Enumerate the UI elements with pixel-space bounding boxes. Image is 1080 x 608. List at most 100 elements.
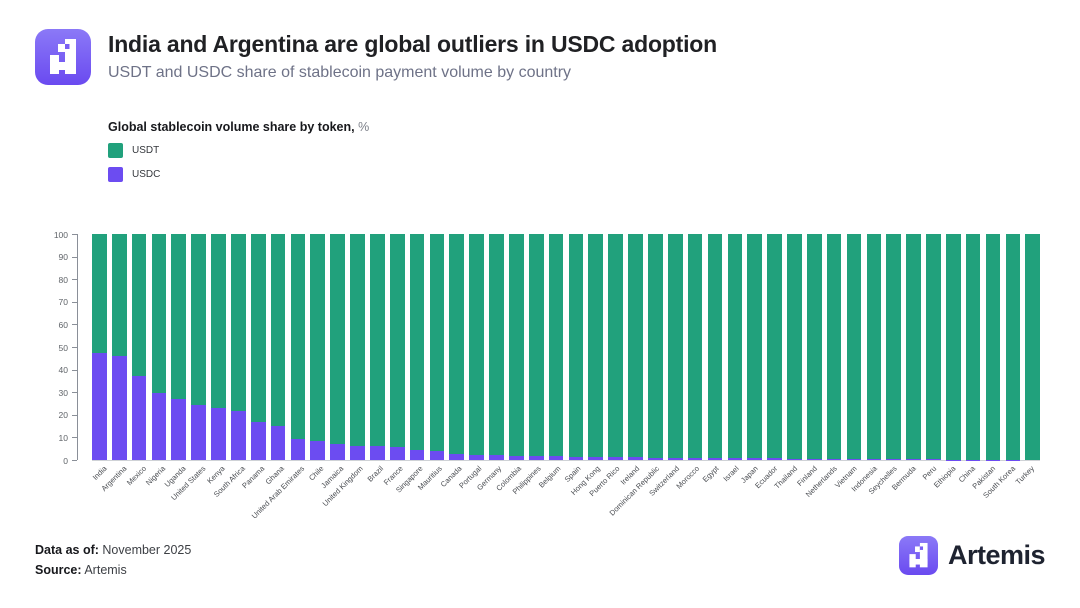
y-tick-label: 10 bbox=[58, 432, 68, 443]
usdc-segment bbox=[648, 457, 663, 460]
y-tick-label: 80 bbox=[58, 274, 68, 285]
bar-uganda bbox=[171, 234, 187, 460]
usdt-segment bbox=[469, 234, 484, 456]
usdt-segment bbox=[687, 234, 703, 458]
usdt-segment bbox=[806, 234, 822, 459]
usdc-segment bbox=[568, 456, 584, 460]
usdc-segment bbox=[926, 459, 941, 460]
usdt-segment bbox=[429, 234, 445, 451]
source-value: Artemis bbox=[84, 563, 127, 577]
bar-turkey bbox=[1025, 234, 1041, 460]
legend-label: USDC bbox=[132, 169, 161, 180]
usdt-segment bbox=[568, 234, 584, 457]
usdc-segment bbox=[588, 456, 604, 460]
usdc-segment bbox=[429, 450, 445, 460]
bar-pakistan bbox=[985, 234, 1001, 460]
usdt-segment bbox=[509, 234, 524, 456]
usdc-segment bbox=[608, 457, 624, 460]
bar-japan bbox=[747, 234, 763, 460]
y-tick-label: 40 bbox=[58, 365, 68, 376]
y-tick-label: 30 bbox=[58, 387, 68, 398]
usdc-segment bbox=[667, 457, 683, 460]
legend-item-usdc: USDC bbox=[108, 167, 369, 182]
bar-chile bbox=[310, 234, 326, 460]
bar-kenya bbox=[211, 234, 226, 460]
source-label: Source: bbox=[35, 563, 82, 577]
usdc-segment bbox=[846, 458, 862, 460]
legend-label: USDT bbox=[132, 145, 160, 156]
x-axis-labels: India Argentina Mexico Nigeria Uganda United … bbox=[90, 460, 1040, 520]
bar-germany bbox=[489, 234, 504, 460]
usdt-segment bbox=[846, 234, 862, 459]
usdc-segment bbox=[370, 446, 385, 460]
usdc-segment bbox=[191, 404, 206, 460]
y-tick-mark bbox=[72, 279, 77, 281]
plot-area bbox=[92, 234, 1041, 461]
bar-south-africa bbox=[231, 234, 246, 460]
usdt-segment bbox=[727, 234, 743, 459]
usdc-segment bbox=[548, 456, 564, 460]
data-as-of-value: November 2025 bbox=[102, 543, 192, 557]
usdt-segment bbox=[131, 234, 147, 377]
bar-vietnam bbox=[846, 234, 862, 460]
y-tick-mark bbox=[72, 460, 77, 461]
usdc-segment bbox=[92, 352, 107, 460]
usdt-segment bbox=[667, 234, 683, 458]
bar-canada bbox=[449, 234, 465, 460]
data-as-of: Data as of: November 2025 bbox=[35, 540, 191, 560]
artemis-logo-icon bbox=[35, 29, 91, 85]
bar-indonesia bbox=[866, 234, 882, 460]
usdc-segment bbox=[787, 458, 802, 460]
usdt-segment bbox=[707, 234, 723, 458]
usdc-segment bbox=[906, 459, 921, 460]
x-tick-label: Mexico bbox=[124, 464, 148, 488]
usdt-segment bbox=[1025, 234, 1041, 460]
bar-ghana bbox=[270, 234, 286, 460]
footnote: Data as of: November 2025 Source: Artemi… bbox=[35, 540, 191, 580]
usdt-segment bbox=[250, 234, 266, 422]
y-tick-label: 60 bbox=[58, 319, 68, 330]
usdt-segment bbox=[1005, 234, 1021, 460]
usdt-segment bbox=[92, 234, 107, 353]
bar-united-kingdom bbox=[350, 234, 365, 460]
y-tick-label: 90 bbox=[58, 252, 68, 263]
usdc-segment bbox=[528, 456, 544, 460]
bar-ireland bbox=[628, 234, 643, 460]
y-tick-mark bbox=[72, 301, 77, 303]
usdt-segment bbox=[151, 234, 167, 394]
x-tick-label: Egypt bbox=[700, 464, 721, 484]
usdt-segment bbox=[588, 234, 604, 457]
y-tick-label: 70 bbox=[58, 297, 68, 308]
usdc-segment bbox=[409, 449, 425, 460]
bar-dominican-republic bbox=[648, 234, 663, 460]
usdt-segment bbox=[350, 234, 365, 446]
usdc-segment bbox=[866, 459, 882, 460]
bar-south-korea bbox=[1005, 234, 1021, 460]
data-as-of-label: Data as of: bbox=[35, 543, 99, 557]
usdc-segment bbox=[469, 455, 484, 460]
usdt-segment bbox=[866, 234, 882, 460]
bar-china bbox=[965, 234, 981, 460]
page-subtitle: USDT and USDC share of stablecoin paymen… bbox=[108, 64, 572, 81]
usdc-segment bbox=[489, 455, 504, 460]
usdt-segment bbox=[310, 234, 326, 441]
y-tick-mark bbox=[72, 234, 77, 235]
bar-united-arab-emirates bbox=[290, 234, 306, 460]
usdt-segment bbox=[370, 234, 385, 447]
usdt-segment bbox=[826, 234, 842, 459]
usdc-segment bbox=[111, 356, 127, 460]
usdt-segment bbox=[965, 234, 981, 460]
usdc-segment bbox=[747, 458, 763, 460]
usdt-segment bbox=[171, 234, 187, 399]
source: Source: Artemis bbox=[35, 560, 191, 580]
bar-jamaica bbox=[330, 234, 345, 460]
usdt-segment bbox=[548, 234, 564, 457]
y-tick-label: 100 bbox=[53, 229, 68, 240]
legend-title: Global stablecoin volume share by token,… bbox=[108, 120, 369, 134]
y-tick-label: 50 bbox=[58, 342, 68, 353]
usdc-segment bbox=[389, 447, 405, 460]
bar-seychelles bbox=[886, 234, 902, 460]
usdc-segment bbox=[290, 438, 306, 460]
bar-philippines bbox=[528, 234, 544, 460]
bar-mexico bbox=[131, 234, 147, 460]
